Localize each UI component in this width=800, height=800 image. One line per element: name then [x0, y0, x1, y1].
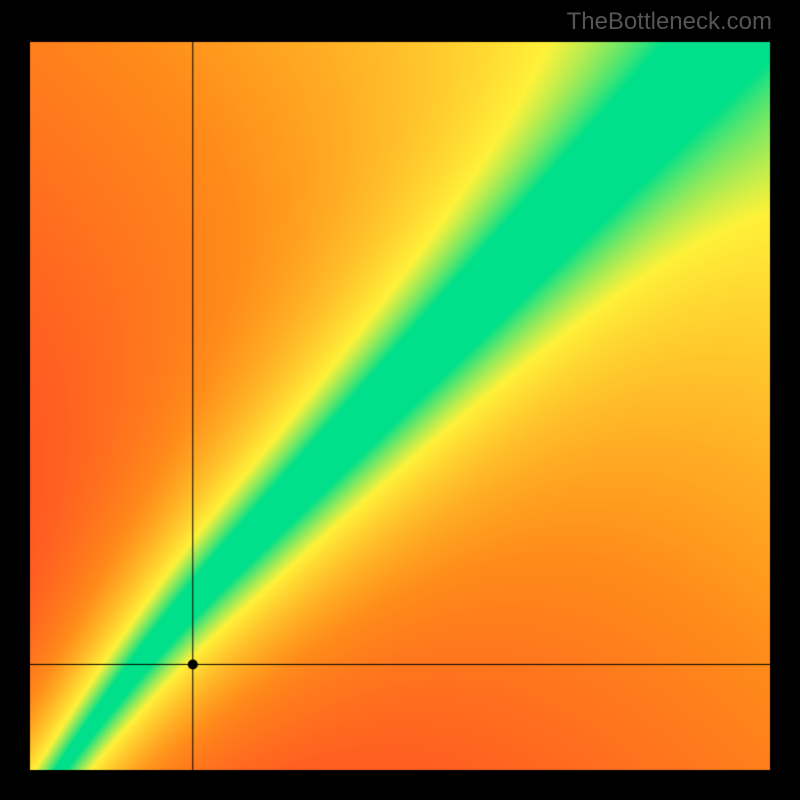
watermark-text: TheBottleneck.com — [567, 8, 772, 36]
chart-container: TheBottleneck.com — [0, 0, 800, 800]
heatmap-canvas — [0, 0, 800, 800]
